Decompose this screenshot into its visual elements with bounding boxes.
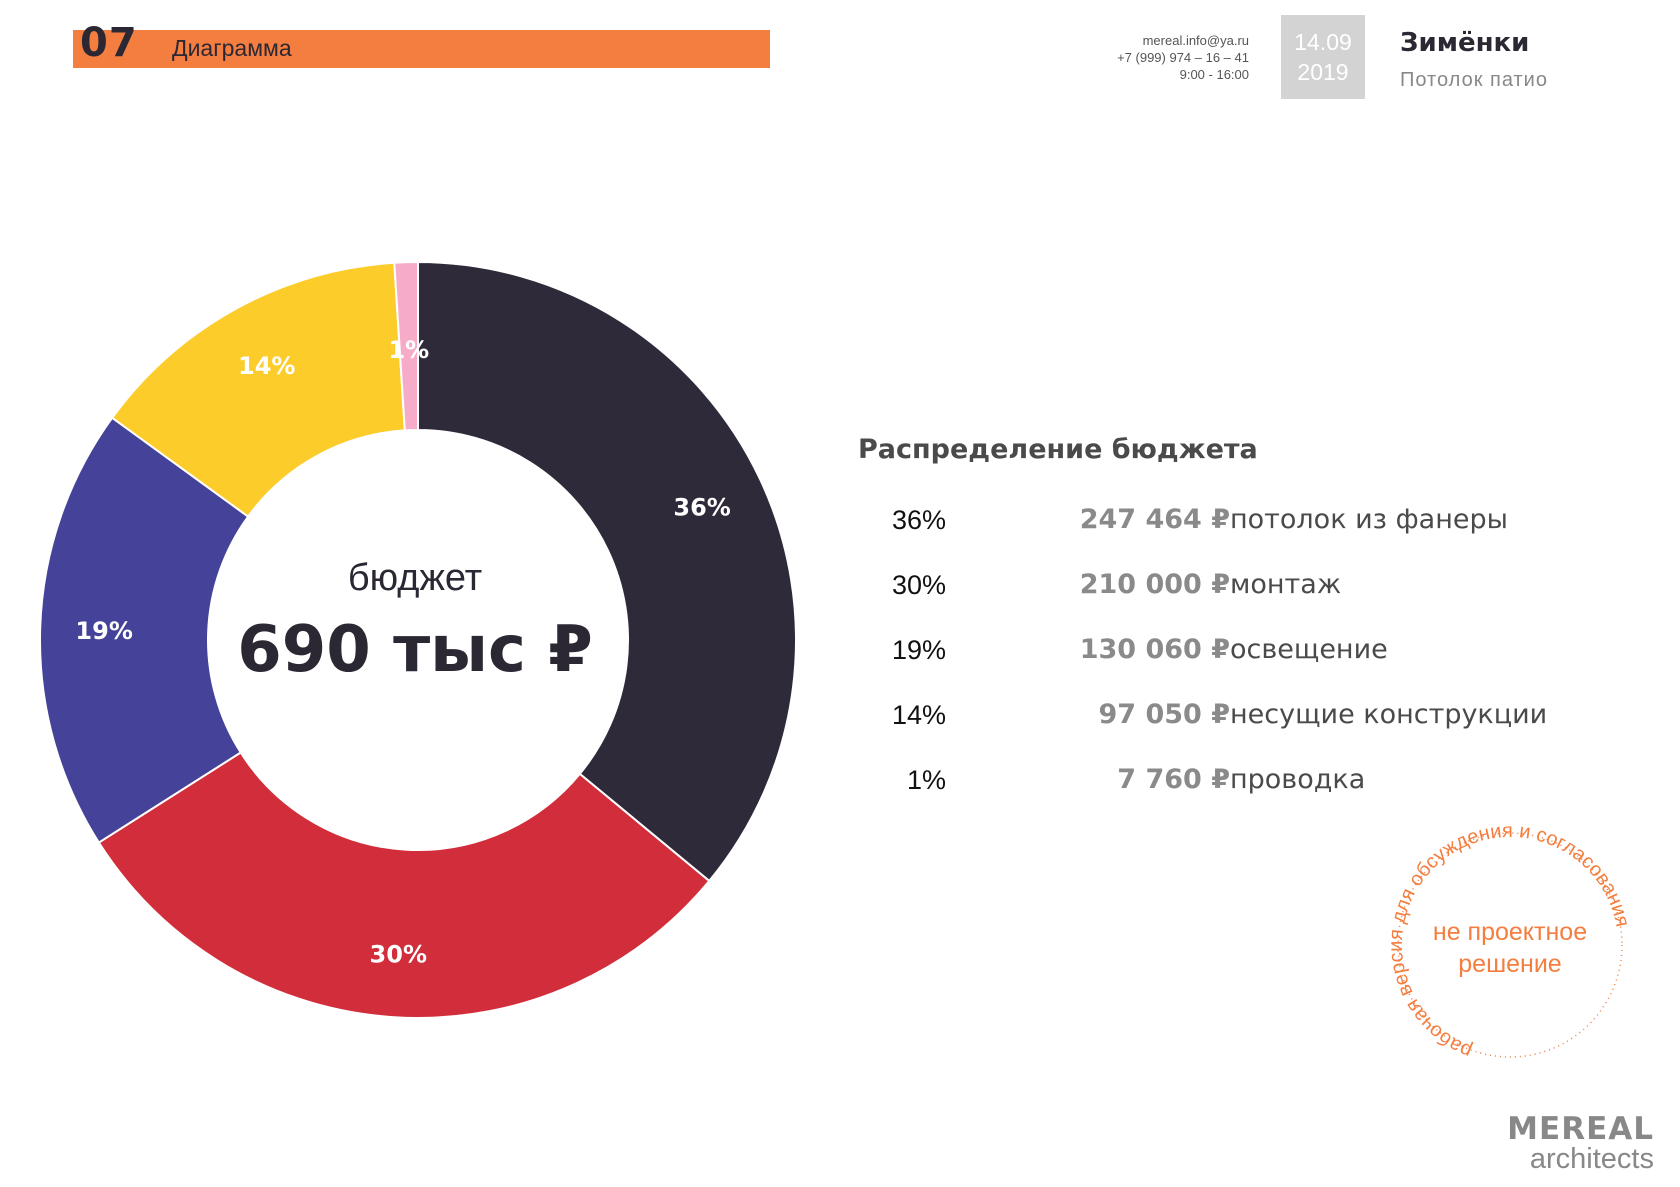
header-orange-bar xyxy=(73,30,770,68)
budget-row-percent: 19% xyxy=(891,635,946,665)
donut-slice-label: 19% xyxy=(75,617,132,645)
budget-row-percent: 36% xyxy=(891,505,946,535)
header-contacts: mereal.info@ya.ru +7 (999) 974 – 16 – 41… xyxy=(1117,32,1249,83)
donut-slice-label: 1% xyxy=(388,336,429,364)
logo-wordmark: MEREAL xyxy=(1507,1111,1654,1147)
budget-row-percent: 1% xyxy=(906,765,946,795)
budget-row: 36% 247 464 ₽ потолок из фанеры xyxy=(840,500,1620,540)
date-year: 2019 xyxy=(1297,59,1349,85)
stamp-center-line2: решение xyxy=(1458,950,1561,978)
budget-row-description: несущие конструкции xyxy=(1230,699,1548,730)
budget-row-amount: 210 000 ₽ xyxy=(1079,569,1230,600)
budget-row-description: потолок из фанеры xyxy=(1230,504,1508,535)
budget-donut-chart: 36% 30% 19% 14% 1% xyxy=(39,260,797,1019)
draft-stamp: рабочая версия для обсуждения и согласов… xyxy=(1385,820,1633,1062)
donut-center-value: 690 тыс ₽ xyxy=(237,613,593,687)
stamp-dotted-ring xyxy=(1397,832,1623,1058)
budget-row-amount: 130 060 ₽ xyxy=(1079,634,1230,665)
stamp-center-line1: не проектное xyxy=(1433,918,1587,946)
budget-row-percent: 30% xyxy=(891,570,946,600)
donut-slice-label: 14% xyxy=(238,352,295,380)
budget-row: 1% 7 760 ₽ проводка xyxy=(840,760,1620,800)
budget-row: 14% 97 050 ₽ несущие конструкции xyxy=(840,695,1620,735)
donut-slice-label: 36% xyxy=(673,493,730,521)
donut-slice xyxy=(110,261,406,518)
section-number: 07 xyxy=(80,20,138,66)
donut-slice xyxy=(97,751,711,1019)
budget-row-description: проводка xyxy=(1230,764,1366,795)
budget-row-amount: 7 760 ₽ xyxy=(1117,764,1230,795)
donut-slice-label: 30% xyxy=(370,940,427,968)
budget-row-amount: 247 464 ₽ xyxy=(1079,504,1230,535)
budget-row-percent: 14% xyxy=(891,700,946,730)
mereal-logo: MEREAL architects xyxy=(1507,1111,1654,1175)
budget-row-description: монтаж xyxy=(1230,569,1342,600)
budget-row: 19% 130 060 ₽ освещение xyxy=(840,630,1620,670)
project-subtitle: Потолок патио xyxy=(1400,69,1548,91)
donut-slice xyxy=(39,416,250,844)
budget-row: 30% 210 000 ₽ монтаж xyxy=(840,565,1620,605)
donut-slice xyxy=(417,260,797,883)
budget-row-description: освещение xyxy=(1230,634,1388,665)
date-day-month: 14.09 xyxy=(1294,29,1352,55)
budget-table-title: Распределение бюджета xyxy=(858,434,1258,465)
section-title: Диаграмма xyxy=(172,35,292,61)
contact-phone: +7 (999) 974 – 16 – 41 xyxy=(1117,50,1249,65)
logo-subtitle: architects xyxy=(1529,1143,1654,1175)
contact-hours: 9:00 - 16:00 xyxy=(1179,67,1249,82)
budget-row-amount: 97 050 ₽ xyxy=(1098,699,1230,730)
contact-email: mereal.info@ya.ru xyxy=(1142,33,1249,48)
donut-slice xyxy=(393,260,419,432)
header-date-box: 14.09 2019 xyxy=(1281,15,1365,99)
project-name: Зимёнки xyxy=(1400,28,1530,58)
donut-center-label: бюджет xyxy=(347,557,483,599)
